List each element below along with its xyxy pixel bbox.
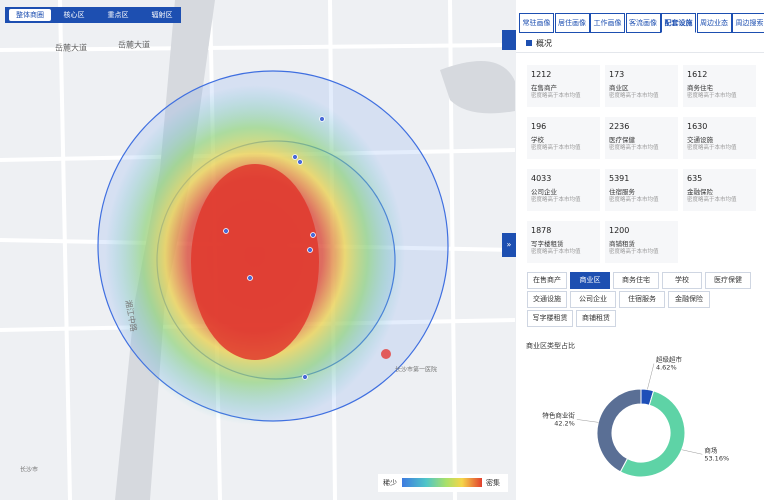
filter-button[interactable]: 商业区 <box>570 272 610 289</box>
donut-label: 超级超市 <box>656 355 683 364</box>
filter-button[interactable]: 商铺租赁 <box>576 310 616 327</box>
stat-card: 173 商业区 密度略高于本市均值 <box>605 65 678 107</box>
stat-count: 2236 <box>609 122 630 131</box>
donut-segment <box>596 388 642 473</box>
stat-card: 1212 在售商产 密度略高于本市均值 <box>527 65 600 107</box>
stat-count: 635 <box>687 174 703 183</box>
map-label: 长沙市 <box>20 466 38 474</box>
stat-count: 5391 <box>609 174 630 183</box>
filter-button[interactable]: 学校 <box>662 272 702 289</box>
stat-card: 1630 交通设施 密度略高于本市均值 <box>683 117 756 159</box>
donut-value: 4.62% <box>656 364 677 372</box>
side-panel: 概况 商业区类型占比 超级超市 4.62% 商场 53.16% 特色商业街 42.2% 常… <box>516 0 764 500</box>
filter-button[interactable]: 医疗保健 <box>705 272 751 289</box>
stat-count: 4033 <box>531 174 552 183</box>
stat-name: 住宿服务 <box>609 188 635 196</box>
stat-count: 1212 <box>531 70 552 79</box>
stat-name: 商业区 <box>609 84 629 92</box>
filter-button[interactable]: 公司企业 <box>570 291 616 308</box>
stat-name: 医疗保健 <box>609 136 635 144</box>
stat-note: 密度略高于本市均值 <box>531 197 581 203</box>
donut-label: 特色商业街 <box>542 410 575 419</box>
stat-count: 1630 <box>687 122 708 131</box>
stat-card: 635 金融保险 密度略高于本市均值 <box>683 169 756 211</box>
panel-tab[interactable]: 周边业态 <box>696 13 732 33</box>
stat-name: 在售商产 <box>531 84 557 92</box>
map-tab[interactable]: 整体商圈 <box>9 9 51 21</box>
stat-card: 5391 住宿服务 密度略高于本市均值 <box>605 169 678 211</box>
filter-button[interactable]: 金融保险 <box>668 291 710 308</box>
map-label: 岳麓大道 <box>55 43 87 53</box>
poi-points <box>223 116 325 380</box>
stat-card: 1612 商务住宅 密度略高于本市均值 <box>683 65 756 107</box>
donut-value: 53.16% <box>704 454 729 462</box>
stat-count: 196 <box>531 122 547 131</box>
stat-name: 学校 <box>531 136 544 144</box>
map-label: 岳麓大道 <box>118 40 150 50</box>
stat-note: 密度略高于本市均值 <box>609 249 659 255</box>
stat-count: 173 <box>609 70 625 79</box>
donut-title: 商业区类型占比 <box>526 342 575 350</box>
section-icon <box>526 40 532 46</box>
stat-note: 密度略高于本市均值 <box>609 145 659 151</box>
stat-name: 商务住宅 <box>687 84 713 92</box>
panel-tab[interactable]: 工作画像 <box>590 13 625 33</box>
stat-name: 商铺租赁 <box>609 240 635 248</box>
heat-core <box>191 164 319 360</box>
legend-scale <box>402 478 482 487</box>
stat-card: 1878 写字楼租赁 密度略高于本市均值 <box>527 221 600 263</box>
stat-note: 密度略高于本市均值 <box>531 249 581 255</box>
stat-name: 金融保险 <box>687 188 713 196</box>
stat-card: 2236 医疗保健 密度略高于本市均值 <box>605 117 678 159</box>
stat-note: 密度略高于本市均值 <box>687 93 737 99</box>
stat-count: 1612 <box>687 70 708 79</box>
leader-line <box>576 419 599 423</box>
map: 岳麓大道 岳麓大道 湘江中路 长沙市第一医院 长沙市 稀少 密集 <box>0 0 515 500</box>
panel-tab[interactable]: 周边搜索 <box>732 13 764 33</box>
filter-button[interactable]: 在售商产 <box>527 272 567 289</box>
lake <box>440 61 515 114</box>
stat-note: 密度略高于本市均值 <box>609 197 659 203</box>
stat-note: 密度略高于本市均值 <box>531 145 581 151</box>
panel-tab[interactable]: 配套设施 <box>661 13 696 33</box>
panel-tab[interactable]: 客流画像 <box>625 13 661 33</box>
section-title: 概况 <box>536 39 552 48</box>
stat-note: 密度略高于本市均值 <box>531 93 581 99</box>
panel-toggle[interactable] <box>502 30 516 50</box>
filter-button[interactable]: 商务住宅 <box>613 272 659 289</box>
stat-note: 密度略高于本市均值 <box>687 145 737 151</box>
legend-high: 密集 <box>486 478 500 487</box>
stat-name: 写字楼租赁 <box>531 240 564 248</box>
panel-tab[interactable]: 居住画像 <box>554 13 590 33</box>
stat-card: 196 学校 密度略高于本市均值 <box>527 117 600 159</box>
stat-card: 4033 公司企业 密度略高于本市均值 <box>527 169 600 211</box>
divider <box>516 52 764 53</box>
stat-count: 1878 <box>531 226 552 235</box>
leader-line <box>647 363 655 390</box>
filter-button[interactable]: 写字楼租赁 <box>527 310 573 327</box>
map-tab[interactable]: 辐射区 <box>151 11 173 19</box>
donut-segment <box>619 390 686 478</box>
collapse-button[interactable]: » <box>502 233 516 257</box>
map-tab[interactable]: 重点区 <box>107 11 129 19</box>
leader-line <box>681 449 703 455</box>
stat-name: 公司企业 <box>531 188 557 196</box>
map-tab[interactable]: 核心区 <box>63 11 85 19</box>
filter-button[interactable]: 交通设施 <box>527 291 567 308</box>
donut-value: 42.2% <box>554 419 575 427</box>
panel-tab[interactable]: 常驻画像 <box>519 13 554 33</box>
stat-count: 1200 <box>609 226 630 235</box>
stat-card: 1200 商铺租赁 密度略高于本市均值 <box>605 221 678 263</box>
legend-low: 稀少 <box>383 478 397 487</box>
stat-name: 交通设施 <box>687 136 713 144</box>
map-label: 长沙市第一医院 <box>395 366 437 374</box>
donut-label: 商场 <box>704 445 718 454</box>
stat-note: 密度略高于本市均值 <box>609 93 659 99</box>
hospital-icon <box>381 349 391 359</box>
filter-button[interactable]: 住宿服务 <box>619 291 665 308</box>
stat-note: 密度略高于本市均值 <box>687 197 737 203</box>
